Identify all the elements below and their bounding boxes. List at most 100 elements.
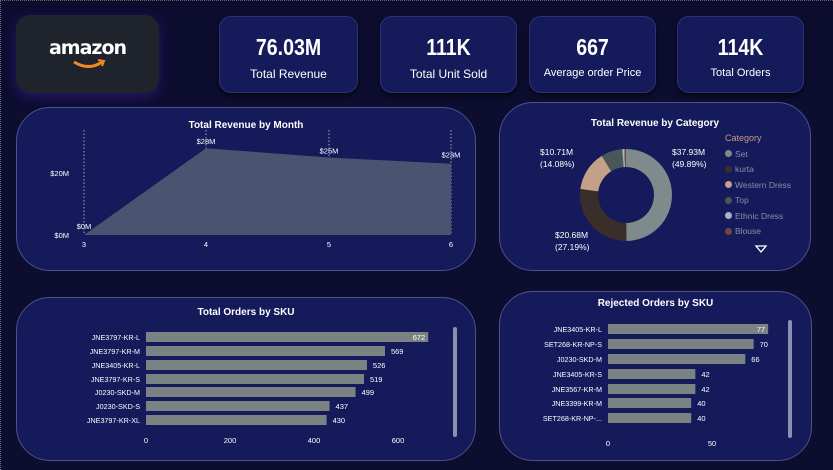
legend-dot-icon (725, 196, 732, 204)
donut-slice-set (626, 149, 673, 241)
rejected-orders-panel: Rejected Orders by SKU JNE3405-KR-L 77 SET… (499, 291, 812, 461)
data-label-value: $10.71M (540, 147, 573, 157)
donut-slice-top (601, 149, 624, 172)
bar (146, 360, 367, 370)
donut-chart: $37.93M (49.89%) $20.68M (27.19%) $10.71M (14… (540, 147, 707, 252)
kpi-value: 111K (426, 34, 471, 60)
amazon-smile-icon (73, 59, 106, 68)
legend-item[interactable]: kurta (725, 162, 791, 178)
legend-dot-icon (725, 165, 732, 173)
chart-title: Total Revenue by Category (590, 118, 720, 129)
data-label-value: $20.68M (555, 230, 588, 240)
bar (608, 413, 692, 423)
bar (608, 369, 696, 379)
kpi-label: Average order Price (543, 67, 642, 79)
data-label-percent: (49.89%) (672, 159, 707, 169)
category-label: J0230-SKD-S (96, 402, 140, 411)
data-label: 569 (391, 347, 404, 356)
legend-item[interactable]: Set (725, 146, 791, 162)
legend-label: kurta (735, 164, 754, 175)
bar-chart: JNE3405-KR-L 77 SET268-KR-NP-S 70 J0230-SKD-… (543, 324, 769, 448)
chart-legend: Category Set kurta Western Dress Top Ethnic … (725, 133, 791, 239)
x-tick-label: 5 (327, 240, 331, 249)
bar (608, 354, 746, 364)
kpi-label: Total Orders (710, 67, 771, 79)
kpi-value: 114K (717, 34, 764, 60)
x-tick-label: 6 (449, 240, 453, 249)
bar (608, 398, 692, 408)
category-label: SET268-KR-NP-... (543, 414, 602, 423)
kpi-total-unit-sold: 111K Total Unit Sold (380, 16, 517, 93)
legend-label: Ethnic Dress (735, 210, 784, 221)
legend-dot-icon (725, 212, 732, 220)
bar (146, 346, 385, 356)
donut-slice-blouse (624, 149, 626, 168)
kpi-average-order-price: 667 Average order Price (529, 16, 656, 93)
data-label: 40 (697, 399, 705, 408)
legend-item[interactable]: Ethnic Dress (725, 208, 791, 224)
category-label: JNE3399-KR-M (552, 399, 602, 408)
data-label: $0M (77, 222, 92, 231)
data-label-percent: (14.08%) (540, 159, 575, 169)
category-label: SET268-KR-NP-S (544, 340, 602, 349)
data-label: 42 (701, 385, 709, 394)
category-label: JNE3797-KR-M (90, 347, 140, 356)
chart-title: Total Revenue by Month (188, 120, 304, 131)
donut-slice-kurta (580, 189, 627, 241)
kpi-total-revenue: 76.03M Total Revenue (219, 16, 358, 93)
legend-label: Blouse (735, 226, 761, 237)
x-tick-label: 4 (204, 240, 208, 249)
legend-dot-icon (725, 150, 732, 158)
data-label: $28M (197, 137, 216, 146)
y-tick-label: $0M (54, 231, 69, 240)
kpi-label: Total Revenue (250, 67, 327, 81)
data-label: $23M (442, 151, 461, 160)
data-label: 672 (413, 333, 426, 342)
bar (608, 339, 754, 349)
category-label: JNE3797-KR-XL (87, 416, 140, 425)
area-chart: $0M $20M 3 4 5 6 $0M $28M $25M $23M (50, 130, 461, 249)
amazon-logo: amazon (48, 37, 127, 59)
x-tick-label: 50 (708, 439, 716, 448)
bar (146, 401, 330, 411)
donut-slice-western-dress (580, 155, 612, 192)
kpi-value: 667 (576, 34, 609, 60)
data-label: 430 (333, 416, 346, 425)
category-label: J0230-SKD-M (95, 388, 140, 397)
scrollbar[interactable] (788, 320, 792, 438)
revenue-by-category-panel: Total Revenue by Category $37.93M (49.89%… (499, 102, 811, 271)
x-tick-label: 400 (308, 436, 321, 445)
scrollbar[interactable] (453, 327, 457, 437)
bar (146, 374, 364, 384)
legend-label: Western Dress (735, 179, 792, 190)
bar (608, 324, 769, 334)
data-label: 519 (370, 375, 383, 384)
chart-title: Total Orders by SKU (197, 307, 295, 318)
bar (146, 415, 327, 425)
revenue-by-month-panel: Total Revenue by Month $0M $20M 3 4 5 6 $0M $28… (16, 107, 476, 271)
data-label: $25M (320, 147, 339, 156)
legend-item[interactable]: Western Dress (725, 177, 791, 193)
data-label: 42 (701, 370, 709, 379)
category-label: JNE3797-KR-L (92, 333, 140, 342)
data-label: 77 (757, 325, 765, 334)
area-series (84, 148, 451, 235)
kpi-value: 76.03M (255, 34, 322, 60)
bar (146, 387, 356, 397)
chart-title: Rejected Orders by SKU (597, 298, 714, 309)
orders-by-sku-panel: Total Orders by SKU JNE3797-KR-L 672 JNE37… (16, 297, 476, 461)
legend-item[interactable]: Top (725, 193, 791, 209)
data-label: 526 (373, 361, 386, 370)
data-label: 70 (760, 340, 768, 349)
x-tick-label: 0 (144, 436, 148, 445)
x-tick-label: 600 (392, 436, 405, 445)
category-label: JNE3567-KR-M (552, 385, 602, 394)
kpi-total-orders: 114K Total Orders (677, 16, 804, 93)
bar (608, 384, 696, 394)
data-label: 66 (751, 355, 759, 364)
category-label: JNE3405-KR-S (553, 370, 602, 379)
category-label: JNE3797-KR-S (91, 375, 140, 384)
legend-item[interactable]: Blouse (725, 224, 791, 240)
x-tick-label: 200 (224, 436, 237, 445)
x-tick-label: 3 (82, 240, 86, 249)
